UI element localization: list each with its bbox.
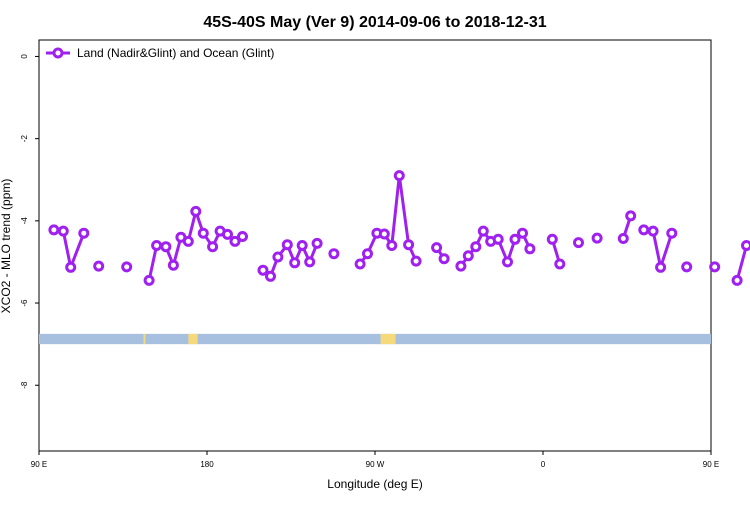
x-tick-label: 90 E: [703, 460, 719, 469]
surface-band: [39, 334, 711, 344]
data-point: [743, 242, 750, 250]
data-point: [405, 241, 413, 249]
data-point: [95, 262, 103, 270]
data-point: [711, 263, 719, 271]
series-layer: [50, 172, 750, 285]
data-point: [50, 226, 58, 234]
x-axis-label: Longitude (deg E): [327, 477, 422, 491]
data-point: [593, 234, 601, 242]
data-point: [80, 229, 88, 237]
data-point: [162, 243, 170, 251]
ocean-band: [39, 334, 711, 344]
data-point: [433, 244, 441, 252]
data-point: [313, 239, 321, 247]
data-point: [209, 243, 217, 251]
data-point: [479, 227, 487, 235]
data-point: [59, 227, 67, 235]
data-point: [364, 250, 372, 258]
data-point: [511, 235, 519, 243]
data-point: [548, 235, 556, 243]
y-tick-label: 0: [20, 54, 29, 59]
plot-frame: [39, 40, 711, 451]
data-point: [153, 242, 161, 250]
data-point: [356, 260, 364, 268]
y-tick-label: -6: [20, 299, 29, 307]
data-point: [440, 255, 448, 263]
y-tick-label: -2: [20, 135, 29, 143]
data-point: [668, 229, 676, 237]
y-tick-label: -4: [20, 217, 29, 225]
x-tick-label: 0: [541, 460, 546, 469]
data-point: [306, 258, 314, 266]
data-point: [457, 262, 465, 270]
x-tick-label: 90 W: [366, 460, 385, 469]
land-patch: [144, 334, 146, 344]
y-axis-ticks: 0 -2 -4 -6 -8: [20, 54, 39, 389]
data-point: [267, 272, 275, 280]
data-point: [472, 243, 480, 251]
data-point: [291, 259, 299, 267]
x-tick-label: 180: [200, 460, 214, 469]
data-point: [274, 253, 282, 261]
data-point: [239, 233, 247, 241]
data-point: [330, 250, 338, 258]
data-point: [657, 263, 665, 271]
legend-series-label: Land (Nadir&Glint) and Ocean (Glint): [77, 46, 274, 60]
x-axis-ticks: 90 E 180 90 W 0 90 E: [31, 451, 719, 469]
data-point: [184, 237, 192, 245]
data-point: [649, 227, 657, 235]
data-point: [494, 235, 502, 243]
data-point: [259, 266, 267, 274]
data-point: [199, 229, 207, 237]
data-point: [619, 235, 627, 243]
data-point: [412, 257, 420, 265]
data-point: [67, 263, 75, 271]
legend-point-marker: [54, 49, 62, 57]
y-axis-label: XCO2 - MLO trend (ppm): [0, 179, 13, 314]
land-patch: [381, 334, 396, 344]
data-point: [519, 229, 527, 237]
data-point: [526, 245, 534, 253]
land-patch: [188, 334, 197, 344]
y-tick-label: -8: [20, 381, 29, 389]
data-point: [169, 261, 177, 269]
data-point: [733, 276, 741, 284]
chart-title: 45S-40S May (Ver 9) 2014-09-06 to 2018-1…: [203, 14, 546, 31]
data-point: [683, 263, 691, 271]
data-point: [145, 276, 153, 284]
data-point: [380, 230, 388, 238]
legend: Land (Nadir&Glint) and Ocean (Glint): [46, 46, 274, 60]
data-point: [575, 239, 583, 247]
data-point: [192, 207, 200, 215]
data-point: [627, 212, 635, 220]
data-point: [283, 241, 291, 249]
data-point: [640, 226, 648, 234]
data-point: [464, 252, 472, 260]
x-tick-label: 90 E: [31, 460, 47, 469]
data-point: [395, 172, 403, 180]
data-point: [504, 258, 512, 266]
data-point: [224, 230, 232, 238]
data-point: [298, 242, 306, 250]
data-point: [556, 260, 564, 268]
data-point: [388, 242, 396, 250]
data-point: [123, 263, 131, 271]
